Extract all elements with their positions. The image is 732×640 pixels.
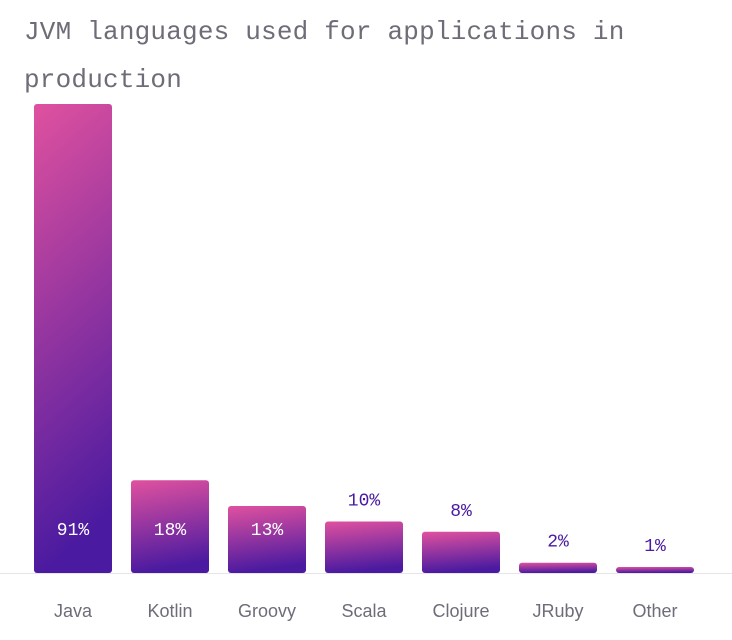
bar-scala — [325, 521, 403, 573]
bar-clojure — [422, 531, 500, 573]
category-label-clojure: Clojure — [432, 601, 489, 621]
category-label-kotlin: Kotlin — [147, 601, 192, 621]
bar-groovy — [228, 506, 306, 573]
category-label-groovy: Groovy — [238, 601, 296, 621]
category-label-java: Java — [54, 601, 93, 621]
value-label-groovy: 13% — [251, 521, 284, 541]
value-label-kotlin: 18% — [154, 521, 187, 541]
bar-kotlin — [131, 480, 209, 573]
bar-java — [34, 104, 112, 573]
value-label-java: 91% — [57, 521, 90, 541]
chart-title: JVM languages used for applications in p… — [24, 17, 625, 95]
category-label-scala: Scala — [341, 601, 387, 621]
bars-group: 91% Java 18% Kotlin 13% Groovy 10% Scala 8% Cloju… — [34, 104, 694, 621]
value-label-scala: 10% — [348, 491, 381, 511]
value-label-clojure: 8% — [450, 502, 472, 522]
bar-other — [616, 567, 694, 573]
value-label-jruby: 2% — [547, 533, 569, 553]
category-label-other: Other — [632, 601, 677, 621]
value-label-other: 1% — [644, 537, 666, 557]
category-label-jruby: JRuby — [532, 601, 583, 621]
bar-jruby — [519, 562, 597, 573]
